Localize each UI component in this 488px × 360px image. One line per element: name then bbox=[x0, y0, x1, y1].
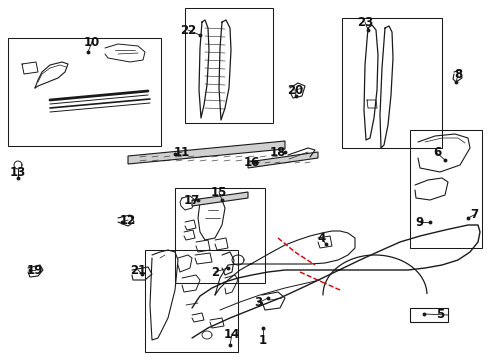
Bar bbox=[409, 130, 481, 248]
Text: 10: 10 bbox=[84, 36, 100, 49]
Bar bbox=[409, 308, 447, 322]
Bar bbox=[184, 8, 272, 123]
Text: 9: 9 bbox=[415, 216, 423, 229]
Text: 15: 15 bbox=[210, 185, 227, 198]
Text: 6: 6 bbox=[432, 147, 440, 159]
Text: 3: 3 bbox=[253, 297, 262, 310]
Text: 13: 13 bbox=[10, 166, 26, 179]
Text: 4: 4 bbox=[317, 233, 325, 246]
Text: 1: 1 bbox=[259, 333, 266, 346]
Text: 8: 8 bbox=[453, 68, 461, 81]
Bar bbox=[145, 250, 238, 352]
Text: 2: 2 bbox=[210, 266, 219, 279]
Text: 20: 20 bbox=[286, 84, 303, 96]
Text: 18: 18 bbox=[269, 145, 285, 158]
Text: 22: 22 bbox=[180, 23, 196, 36]
Text: 11: 11 bbox=[174, 145, 190, 158]
Text: 16: 16 bbox=[244, 157, 260, 170]
Text: 14: 14 bbox=[224, 328, 240, 341]
Text: 5: 5 bbox=[435, 309, 443, 321]
Polygon shape bbox=[192, 192, 247, 206]
Text: 7: 7 bbox=[469, 208, 477, 221]
Text: 17: 17 bbox=[183, 194, 200, 207]
Text: 21: 21 bbox=[130, 264, 146, 276]
Text: 12: 12 bbox=[120, 213, 136, 226]
Text: 23: 23 bbox=[356, 15, 372, 28]
Bar bbox=[8, 38, 161, 146]
Polygon shape bbox=[247, 152, 317, 168]
Bar bbox=[175, 188, 264, 283]
Text: 19: 19 bbox=[27, 264, 43, 276]
Polygon shape bbox=[128, 141, 285, 164]
Bar bbox=[341, 18, 441, 148]
